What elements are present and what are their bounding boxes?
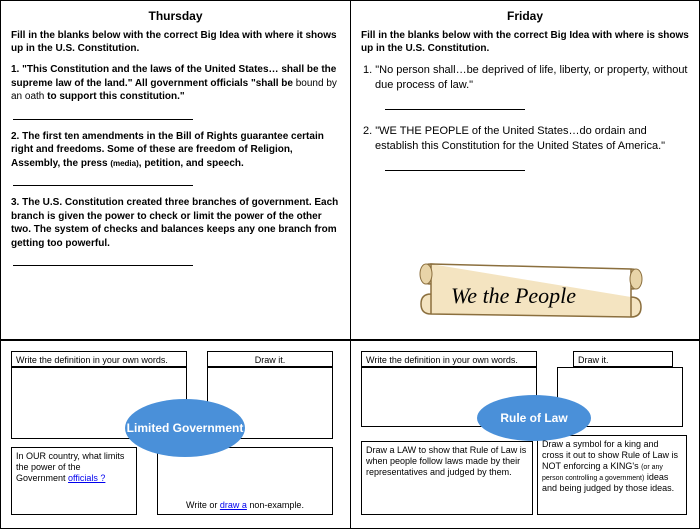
friday-q1: 1. "No person shall…be deprived of life,… — [375, 63, 689, 94]
org-left-ellipse: Limited Government — [125, 399, 245, 457]
friday-q2: 2. "WE THE PEOPLE of the United States…d… — [375, 124, 689, 155]
org-right-box-tr-header: Draw it. — [573, 351, 673, 367]
thursday-q1: 1. "This Constitution and the laws of th… — [11, 63, 340, 104]
org-right-ellipse-text: Rule of Law — [500, 411, 567, 425]
top-row: Thursday Fill in the blanks below with t… — [0, 0, 700, 340]
friday-instructions: Fill in the blanks below with the correc… — [361, 29, 689, 55]
org-left-box-tr-header: Draw it. — [207, 351, 333, 367]
org-left-tr-text: Draw it. — [255, 355, 286, 365]
org-left-br-a: Write or — [186, 500, 220, 510]
organizer-right: Write the definition in your own words. … — [350, 340, 700, 529]
org-left-br-label: Write or draw a non-example. — [158, 500, 332, 511]
scroll-image: We the People — [411, 249, 651, 329]
org-left-tl-text: Write the definition in your own words. — [16, 355, 168, 365]
org-right-bl-text: Draw a LAW to show that Rule of Law is w… — [366, 445, 526, 477]
bottom-row: Write the definition in your own words. … — [0, 340, 700, 529]
org-right-box-bl[interactable]: Draw a LAW to show that Rule of Law is w… — [361, 441, 533, 515]
thursday-q2: 2. The first ten amendments in the Bill … — [11, 130, 340, 171]
thursday-panel: Thursday Fill in the blanks below with t… — [0, 0, 350, 340]
friday-title: Friday — [361, 9, 689, 23]
org-left-br-c: non-example. — [247, 500, 304, 510]
org-right-box-br[interactable]: Draw a symbol for a king and cross it ou… — [537, 435, 687, 515]
thursday-blank-3[interactable] — [13, 254, 193, 266]
org-left-br-b: draw a — [220, 500, 247, 510]
org-right-tl-text: Write the definition in your own words. — [366, 355, 518, 365]
org-left-ellipse-text: Limited Government — [127, 421, 244, 435]
org-right-tr-text: Draw it. — [578, 355, 609, 365]
friday-blank-2[interactable] — [385, 159, 525, 171]
org-right-ellipse: Rule of Law — [477, 395, 591, 441]
thursday-title: Thursday — [11, 9, 340, 23]
thursday-blank-2[interactable] — [13, 174, 193, 186]
org-right-box-tl-header: Write the definition in your own words. — [361, 351, 537, 367]
q2-part-c: , petition, and speech. — [139, 158, 244, 169]
org-left-box-tl-header: Write the definition in your own words. — [11, 351, 187, 367]
org-left-box-br[interactable]: Write or draw a non-example. — [157, 447, 333, 515]
q2-part-b: (media) — [110, 159, 138, 168]
thursday-instructions: Fill in the blanks below with the correc… — [11, 29, 340, 55]
q1-part-b: be — [281, 78, 295, 89]
org-left-box-bl[interactable]: In OUR country, what limits the power of… — [11, 447, 137, 515]
friday-panel: Friday Fill in the blanks below with the… — [350, 0, 700, 340]
q1-part-d: to support this constitution." — [47, 91, 185, 102]
org-left-bl-b: officials ? — [68, 473, 105, 483]
thursday-q3: 3. The U.S. Constitution created three b… — [11, 196, 340, 250]
scroll-text: We the People — [451, 283, 576, 309]
thursday-blank-1[interactable] — [13, 108, 193, 120]
organizer-left: Write the definition in your own words. … — [0, 340, 350, 529]
friday-blank-1[interactable] — [385, 98, 525, 110]
